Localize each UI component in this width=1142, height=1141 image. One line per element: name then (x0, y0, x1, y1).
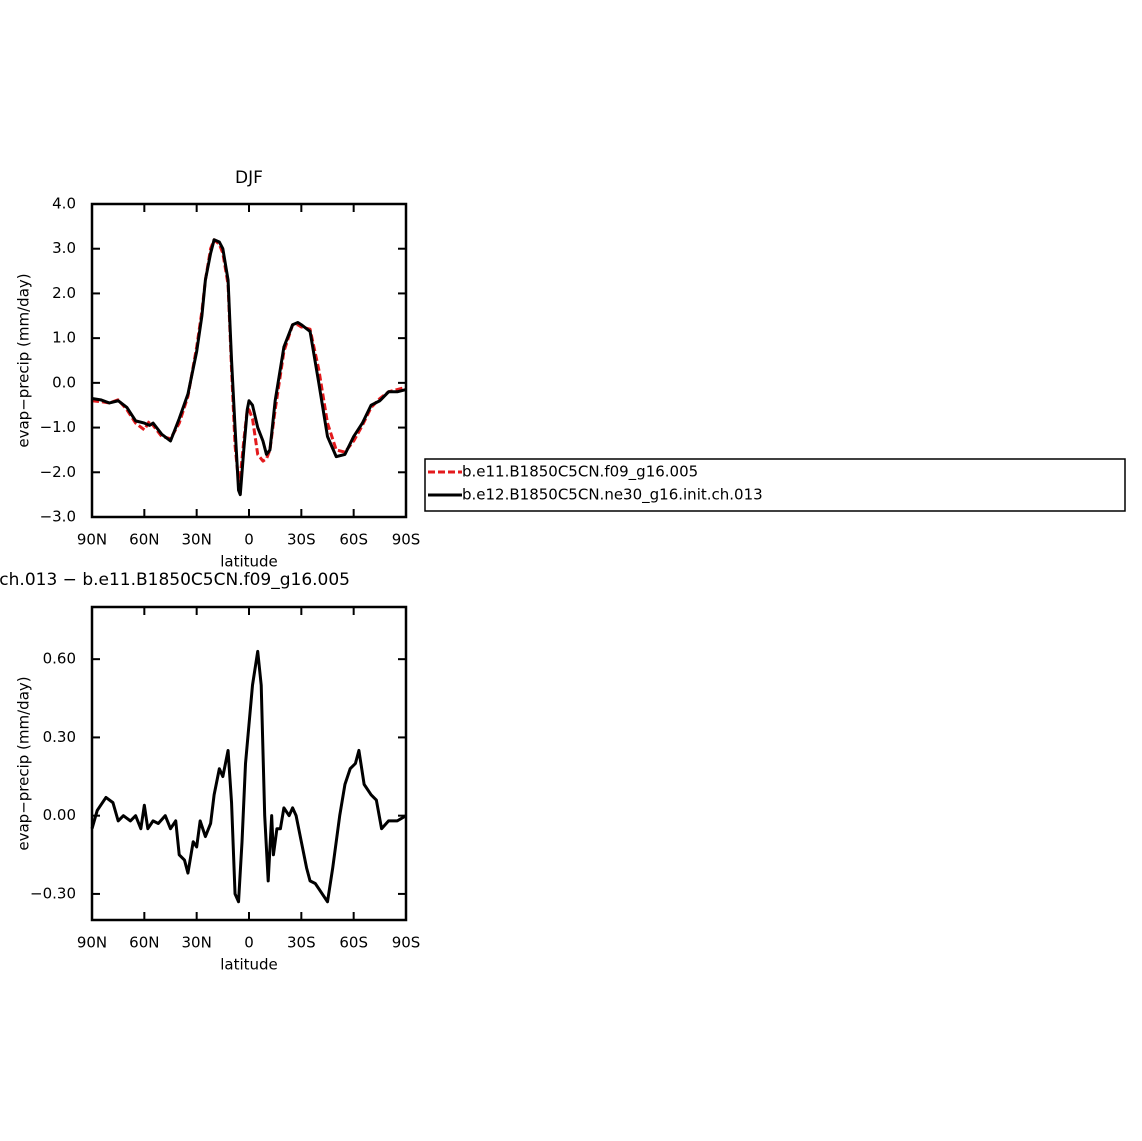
y-tick-label: 0.60 (43, 650, 76, 668)
x-axis-label: latitude (220, 956, 278, 974)
chart-title: DJF (235, 168, 263, 188)
x-tick-label: 90S (392, 531, 421, 549)
chart-title: b.e12.B1850C5CN.ne30_g16.init.ch.013 − b… (0, 570, 350, 590)
plot-frame (90, 605, 408, 922)
y-tick-label: 4.0 (52, 195, 76, 213)
x-tick-label: 90N (77, 531, 107, 549)
y-tick-label: 0.0 (52, 373, 76, 391)
x-tick-label: 30S (287, 934, 316, 952)
x-tick-label: 0 (244, 934, 254, 952)
y-tick-label: −0.30 (30, 884, 76, 902)
legend-label: b.e12.B1850C5CN.ne30_g16.init.ch.013 (462, 486, 763, 505)
legend-label: b.e11.B1850C5CN.f09_g16.005 (462, 463, 698, 482)
x-tick-label: 0 (244, 531, 254, 549)
y-tick-label: −2.0 (40, 463, 76, 481)
y-tick-label: 0.30 (43, 728, 76, 746)
y-tick-label: 0.00 (43, 806, 76, 824)
x-tick-label: 60S (339, 934, 368, 952)
plot-frame (90, 202, 408, 519)
y-tick-label: 1.0 (52, 329, 76, 347)
x-tick-label: 30N (182, 934, 212, 952)
x-tick-label: 60N (129, 531, 159, 549)
data-line (91, 238, 407, 483)
data-line (90, 649, 407, 904)
x-tick-label: 90S (392, 934, 421, 952)
y-axis-label: evap−precip (mm/day) (15, 273, 33, 447)
y-tick-label: 2.0 (52, 284, 76, 302)
x-tick-label: 90N (77, 934, 107, 952)
y-axis-label: evap−precip (mm/day) (15, 676, 33, 850)
y-tick-label: 3.0 (52, 239, 76, 257)
x-tick-label: 60N (129, 934, 159, 952)
data-line (91, 238, 407, 497)
y-tick-label: −3.0 (40, 508, 76, 526)
x-tick-label: 30N (182, 531, 212, 549)
x-axis-label: latitude (220, 553, 278, 571)
x-tick-label: 60S (339, 531, 368, 549)
x-tick-label: 30S (287, 531, 316, 549)
y-tick-label: −1.0 (40, 418, 76, 436)
legend-box (424, 458, 1126, 512)
